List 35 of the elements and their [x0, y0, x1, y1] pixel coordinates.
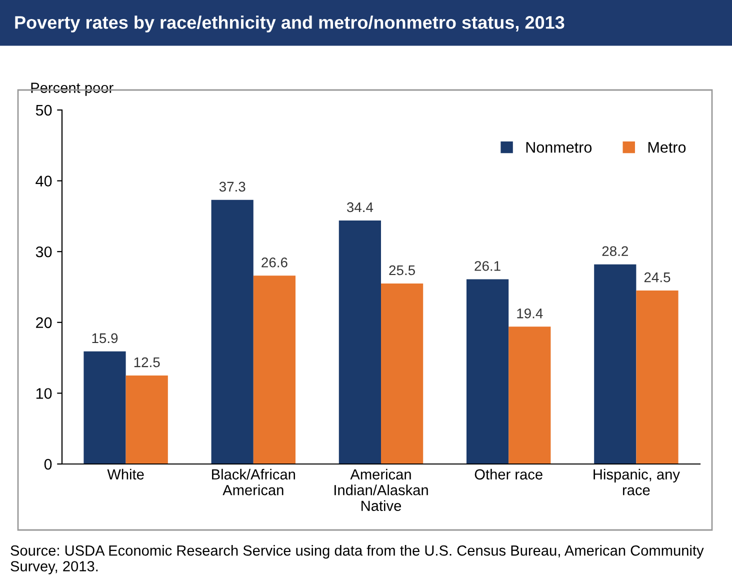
- bar: [84, 351, 126, 464]
- bar: [253, 276, 296, 464]
- bar: [126, 376, 168, 464]
- bar: [636, 290, 678, 464]
- data-label: 28.2: [602, 246, 628, 256]
- bar: [594, 264, 636, 464]
- bar: [466, 279, 509, 464]
- y-tick-label: 30: [36, 246, 52, 258]
- data-label: 26.6: [262, 258, 288, 268]
- x-tick-label: White: [107, 468, 144, 480]
- x-tick-label: Hispanic, any race: [594, 468, 680, 496]
- data-label: 37.3: [219, 182, 246, 192]
- y-tick-label: 10: [36, 388, 52, 399]
- y-tick-label: 20: [36, 317, 52, 328]
- data-label: 24.5: [644, 272, 670, 282]
- data-label: 25.5: [389, 265, 415, 276]
- chart-title: Poverty rates by race/ethnicity and metro/nonmetro status, 2013: [15, 16, 564, 32]
- bar: [338, 220, 381, 464]
- bar: [211, 200, 254, 464]
- data-label: 12.5: [134, 357, 160, 368]
- x-tick-label: Black/African American: [212, 468, 296, 496]
- bar: [381, 283, 424, 464]
- data-label: 26.1: [474, 261, 500, 271]
- y-tick-label: 50: [36, 104, 52, 116]
- bar: [508, 326, 551, 464]
- data-label: 19.4: [517, 308, 543, 318]
- x-tick-label: American Indian/Alaskan Native: [334, 468, 428, 511]
- legend-label: Metro: [648, 142, 686, 153]
- x-tick-label: Other race: [474, 468, 542, 480]
- data-label: 15.9: [92, 333, 118, 344]
- y-tick-label: 0: [44, 458, 52, 470]
- y-tick-label: 40: [36, 176, 52, 186]
- source-note: Source: USDA Economic Research Service using data from the U.S. Census Bureau, American Community Survey, 2013.: [10, 545, 704, 574]
- data-label: 34.4: [346, 202, 374, 212]
- legend-label: Nonmetro: [526, 142, 592, 153]
